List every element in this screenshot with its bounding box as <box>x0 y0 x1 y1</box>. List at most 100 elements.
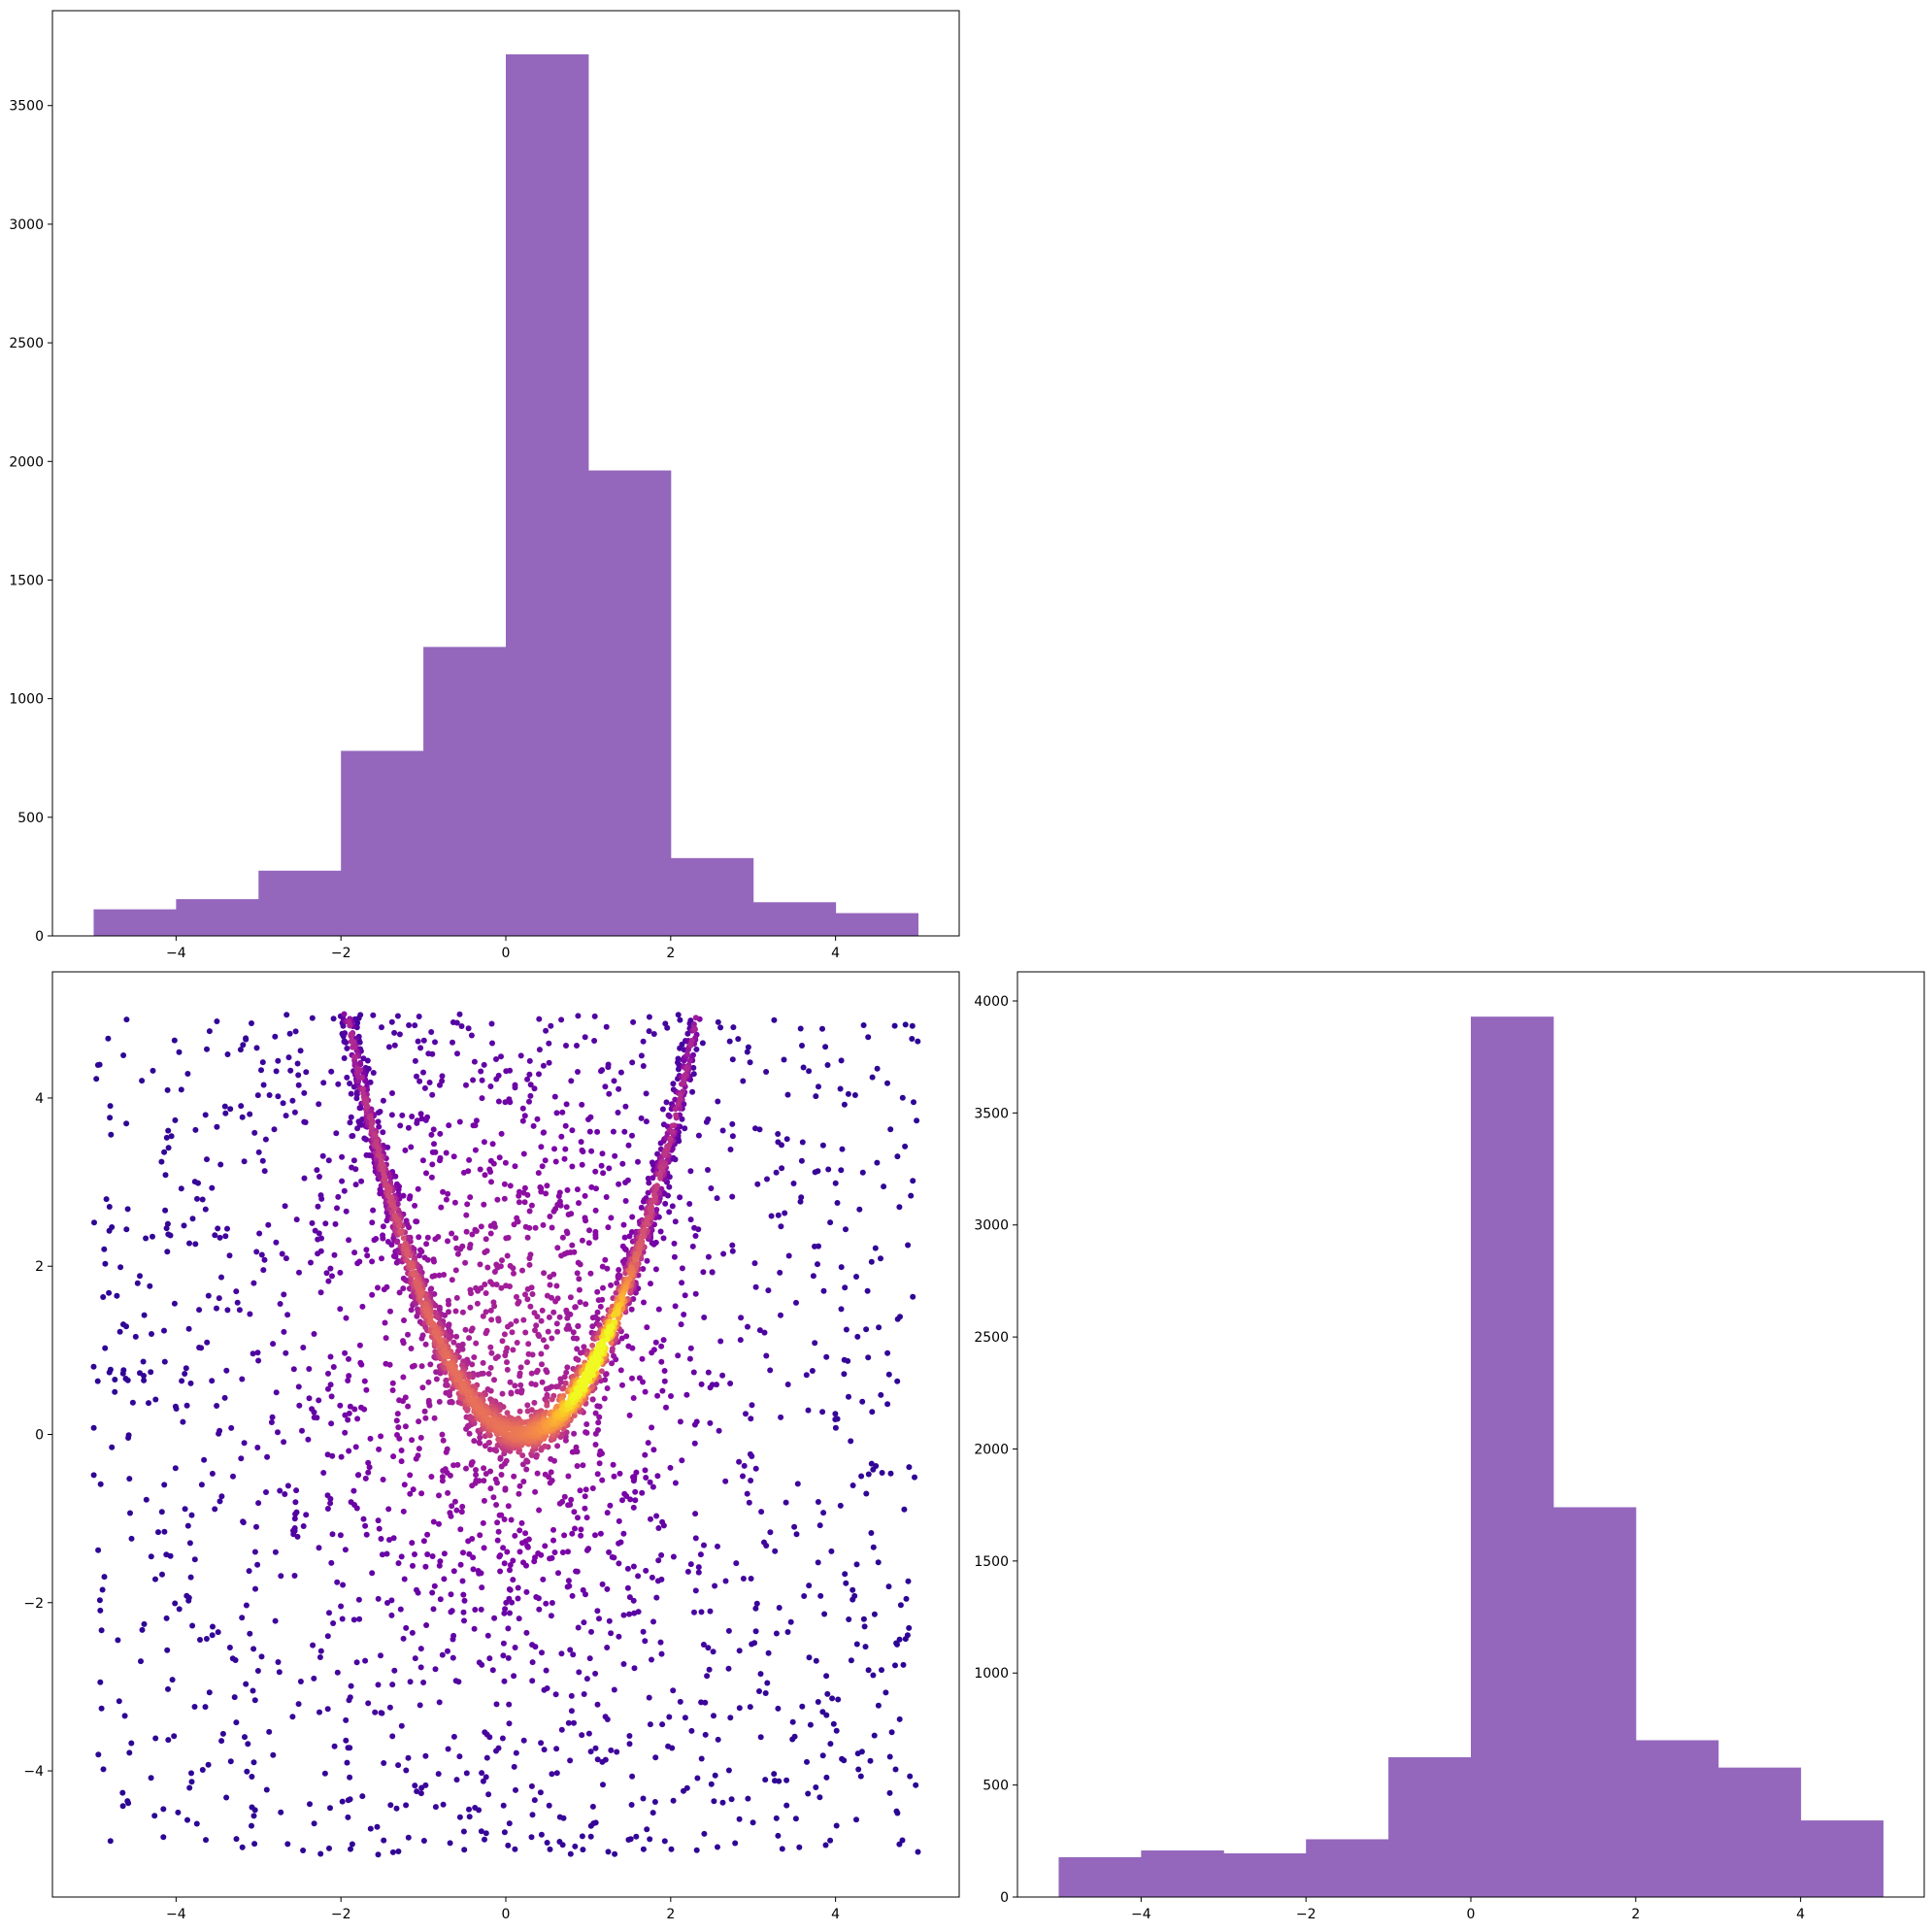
scatter-point <box>376 1148 383 1154</box>
scatter-point <box>497 1568 504 1575</box>
scatter-point <box>445 1238 450 1245</box>
scatter-point <box>605 1224 612 1231</box>
scatter-point <box>470 1077 477 1083</box>
scatter-point <box>474 1300 481 1307</box>
scatter-point <box>117 1328 123 1335</box>
scatter-point <box>491 1269 498 1275</box>
scatter-point <box>658 1650 665 1657</box>
scatter-point <box>422 1116 429 1123</box>
scatter-point <box>707 1384 714 1391</box>
scatter-point <box>493 1076 500 1083</box>
scatter-point <box>202 1704 209 1711</box>
scatter-point <box>263 1489 269 1495</box>
scatter-point <box>551 1146 557 1152</box>
scatter-point <box>550 1208 557 1215</box>
scatter-point <box>96 1061 103 1068</box>
scatter-point <box>649 1424 655 1431</box>
scatter-point <box>595 1297 602 1304</box>
scatter-point <box>250 1813 257 1819</box>
scatter-point <box>400 1340 407 1347</box>
scatter-point <box>629 1773 636 1780</box>
scatter-point <box>521 1199 528 1206</box>
scatter-point <box>841 1371 848 1378</box>
scatter-point <box>390 1453 397 1460</box>
scatter-point <box>237 1047 244 1053</box>
scatter-point <box>679 1457 685 1464</box>
scatter-point <box>491 1303 498 1310</box>
scatter-point <box>394 1201 401 1208</box>
scatter-point <box>498 1472 505 1478</box>
scatter-point <box>871 1732 878 1739</box>
scatter-point <box>405 1834 412 1841</box>
scatter-point <box>411 1272 417 1279</box>
scatter-point <box>449 1608 455 1615</box>
scatter-point <box>239 1615 246 1621</box>
scatter-point <box>254 1349 261 1356</box>
scatter-point <box>502 1159 509 1166</box>
scatter-point <box>620 1221 627 1228</box>
scatter-point <box>442 1466 449 1473</box>
scatter-point <box>221 1103 228 1110</box>
scatter-point <box>629 1059 636 1066</box>
scatter-point <box>396 1435 403 1442</box>
scatter-point <box>661 1368 668 1374</box>
scatter-point <box>134 1280 141 1286</box>
scatter-point <box>800 1064 807 1071</box>
scatter-point <box>599 1263 606 1270</box>
scatter-point <box>479 1770 485 1777</box>
scatter-point <box>757 1734 764 1741</box>
scatter-point <box>450 1733 457 1740</box>
scatter-point <box>646 1028 652 1035</box>
scatter-point <box>352 1166 359 1173</box>
scatter-point <box>565 1473 572 1480</box>
scatter-point <box>162 1172 169 1179</box>
scatter-point <box>733 1560 740 1567</box>
scatter-point <box>647 1479 653 1485</box>
scatter-point <box>789 1736 796 1743</box>
scatter-point <box>431 1290 438 1297</box>
scatter-point <box>592 1442 599 1448</box>
scatter-point <box>228 1424 235 1431</box>
scatter-point <box>482 1282 488 1287</box>
scatter-point <box>727 1381 734 1386</box>
scatter-point <box>698 1699 705 1706</box>
scatter-point <box>555 1193 562 1199</box>
scatter-point <box>347 1774 353 1781</box>
scatter-point <box>675 1012 682 1018</box>
scatter-point <box>467 1304 474 1311</box>
scatter-point <box>776 1605 783 1611</box>
scatter-point <box>580 1847 586 1853</box>
scatter-point <box>594 1471 601 1478</box>
scatter-point <box>806 1654 813 1661</box>
scatter-point <box>505 1654 512 1661</box>
scatter-point <box>853 1641 860 1648</box>
scatter-point <box>677 1045 683 1051</box>
scatter-point <box>218 1738 225 1745</box>
scatter-point <box>160 1806 167 1813</box>
scatter-point <box>579 1833 585 1840</box>
scatter-point <box>526 1255 533 1261</box>
scatter-point <box>480 1411 486 1417</box>
scatter-point <box>227 1758 234 1765</box>
scatter-point <box>586 1227 592 1234</box>
scatter-point <box>453 1294 460 1301</box>
scatter-point <box>370 1070 377 1076</box>
scatter-point <box>355 1596 362 1603</box>
scatter-point <box>684 1051 690 1058</box>
scatter-point <box>398 1553 405 1560</box>
scatter-point <box>575 1069 581 1075</box>
scatter-point <box>314 1167 320 1174</box>
scatter-point <box>238 1103 245 1110</box>
scatter-point <box>123 1226 130 1233</box>
scatter-point <box>516 1482 523 1489</box>
scatter-point <box>465 1168 472 1175</box>
scatter-point <box>494 1196 501 1203</box>
scatter-point <box>490 1494 497 1501</box>
scatter-point <box>783 1777 790 1783</box>
scatter-point <box>256 1230 263 1237</box>
scatter-point <box>627 1496 634 1503</box>
scatter-point <box>107 1103 114 1110</box>
scatter-point <box>563 1043 569 1049</box>
scatter-point <box>477 1434 483 1441</box>
scatter-point <box>375 1110 382 1116</box>
